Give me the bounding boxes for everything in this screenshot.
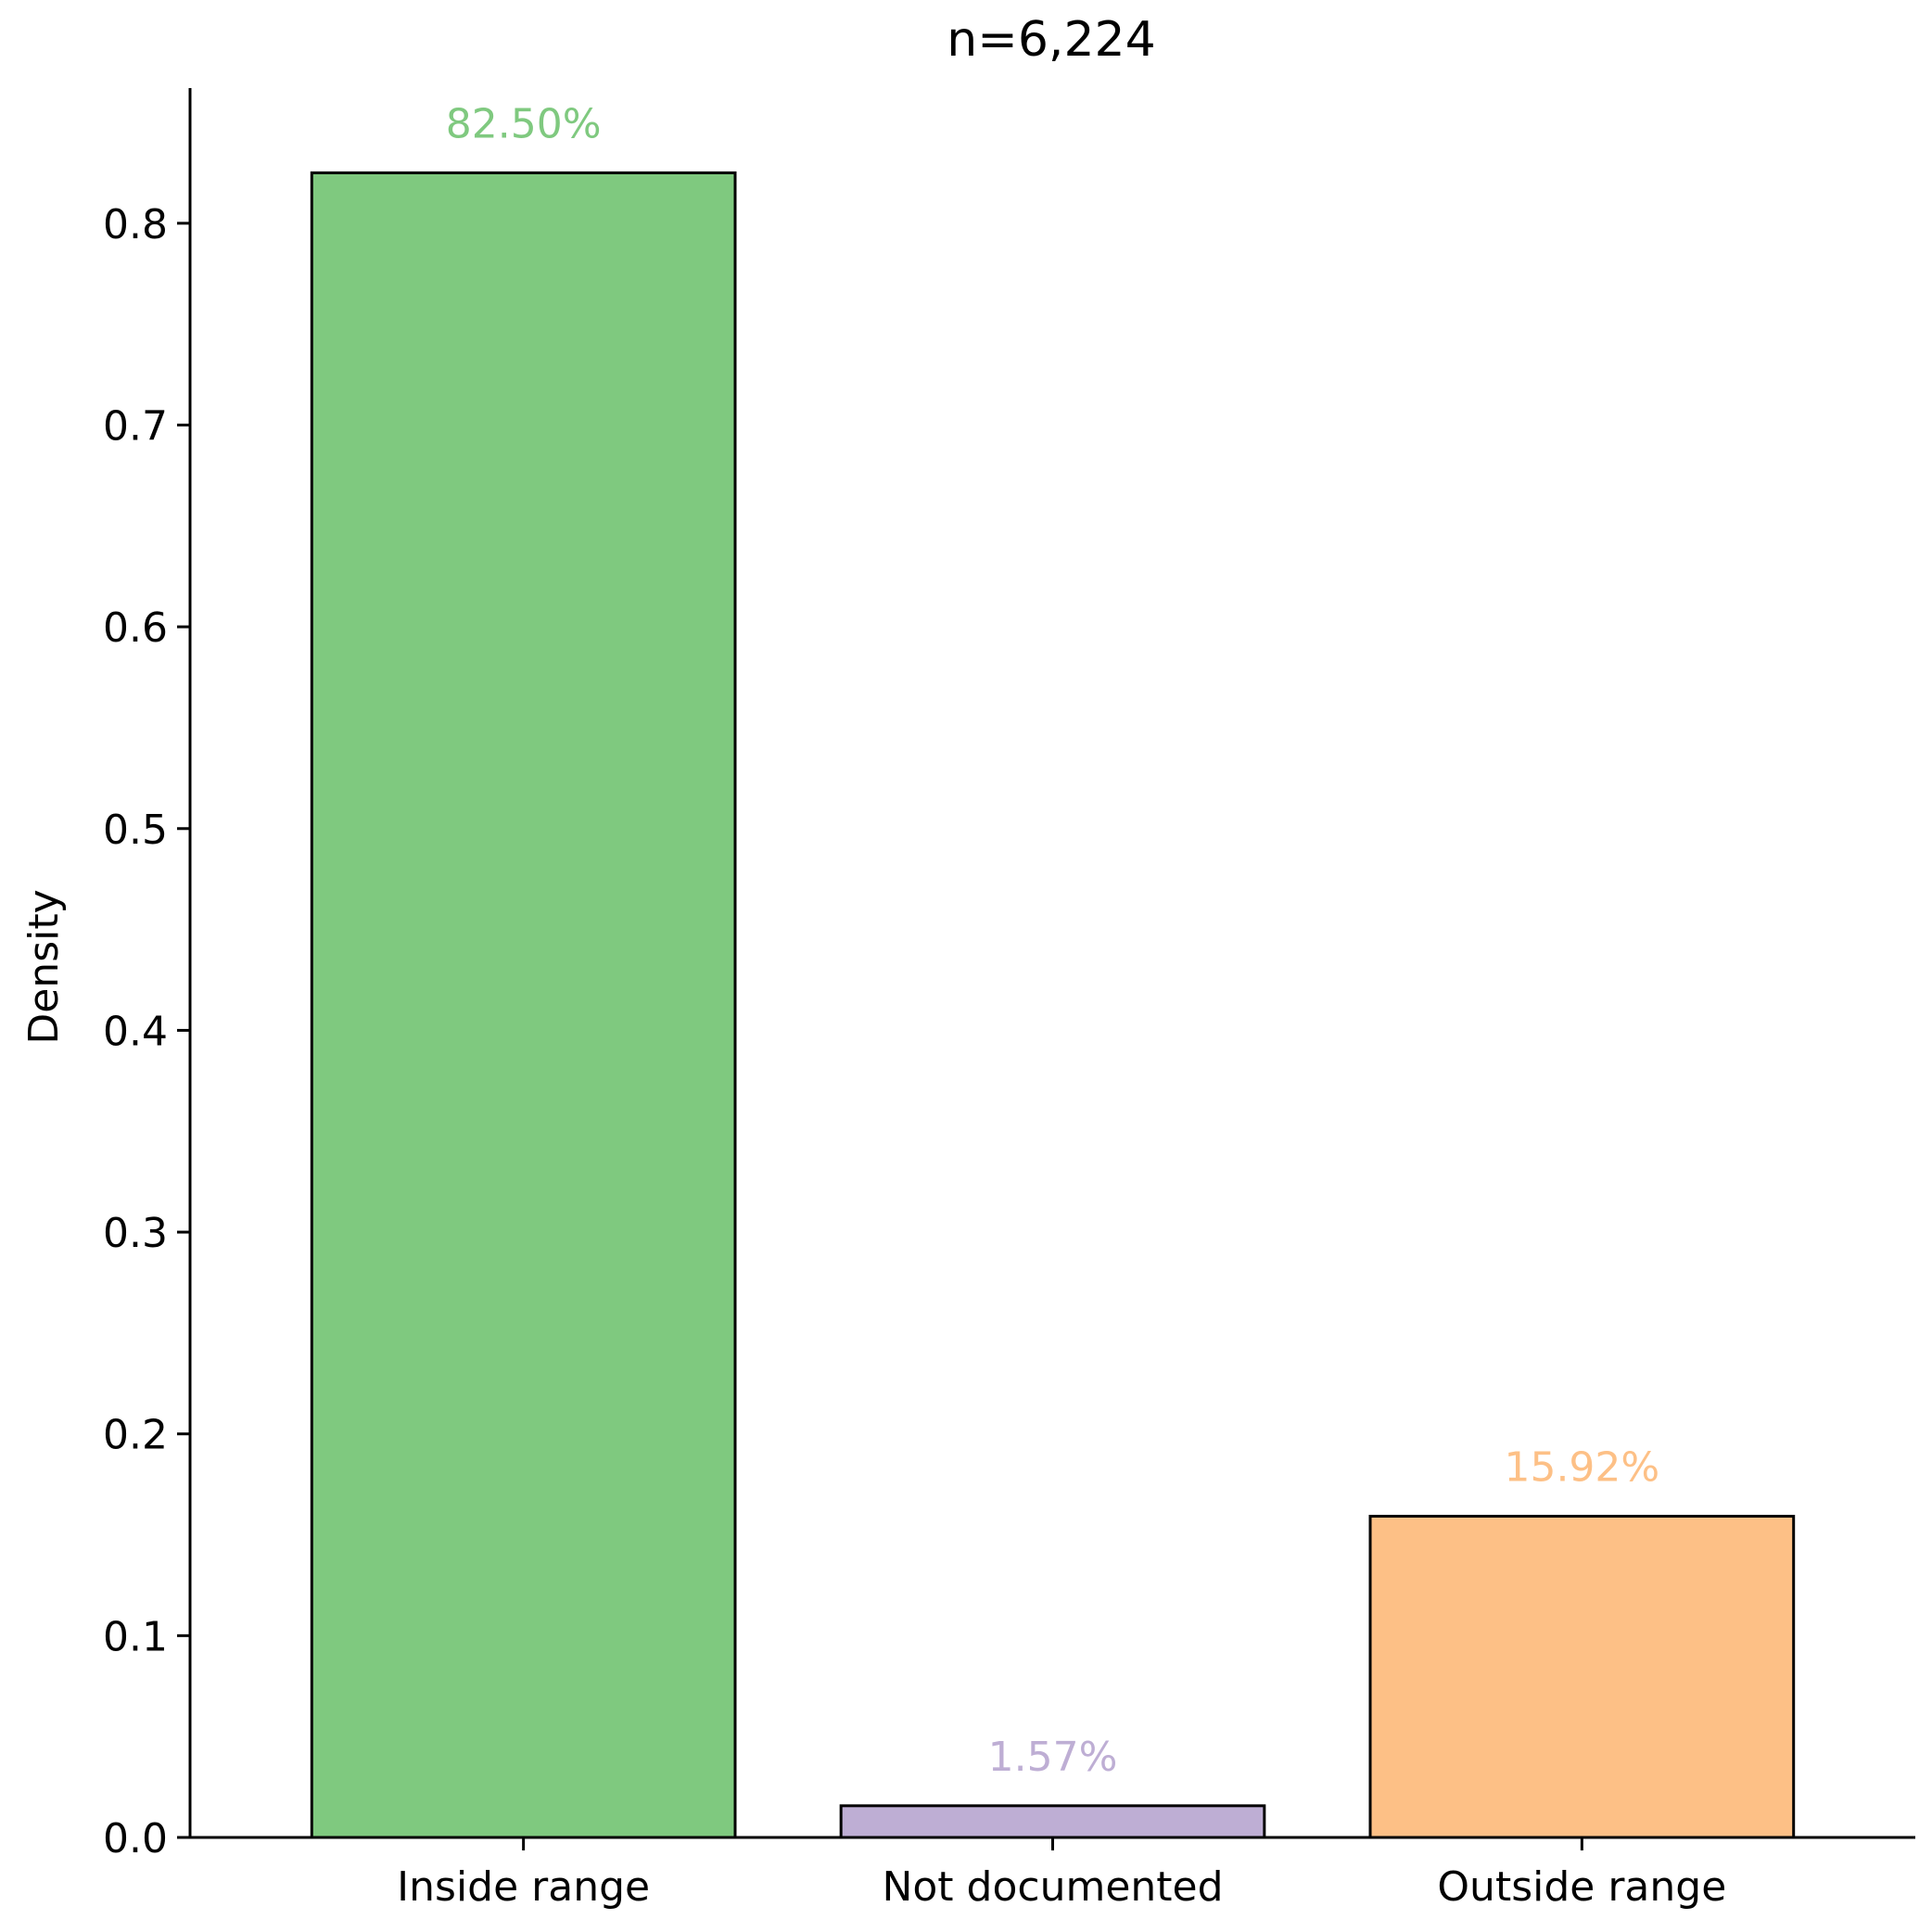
bar-value-label: 1.57% <box>988 1734 1118 1781</box>
y-tick-label: 0.1 <box>103 1613 168 1660</box>
y-tick-label: 0.4 <box>103 1008 168 1055</box>
x-tick-label: Inside range <box>397 1863 650 1911</box>
y-tick-label: 0.0 <box>103 1815 168 1862</box>
bar-inside-range <box>310 171 737 1839</box>
bar-value-label: 82.50% <box>446 100 602 147</box>
y-tick-label: 0.2 <box>103 1412 168 1459</box>
y-axis-ticks: 0.0 0.1 0.2 0.3 0.4 0.5 0.6 0.7 0.8 <box>103 201 190 1862</box>
bar-not-documented <box>839 1804 1266 1839</box>
chart-title: n=6,224 <box>947 12 1155 68</box>
y-axis-label: Density <box>20 889 68 1044</box>
y-tick-label: 0.6 <box>103 604 168 652</box>
y-tick-label: 0.5 <box>103 807 168 854</box>
x-tick-label: Not documented <box>882 1863 1223 1911</box>
bar-value-label: 15.92% <box>1504 1444 1659 1492</box>
y-tick-label: 0.8 <box>103 201 168 248</box>
y-tick-label: 0.7 <box>103 402 168 450</box>
bars-group: 82.50% 1.57% 15.92% <box>310 100 1796 1839</box>
x-axis-ticks: Inside range Not documented Outside range <box>397 1837 1726 1911</box>
y-tick-label: 0.3 <box>103 1210 168 1257</box>
x-tick-label: Outside range <box>1437 1863 1726 1911</box>
bar-outside-range <box>1368 1515 1796 1839</box>
